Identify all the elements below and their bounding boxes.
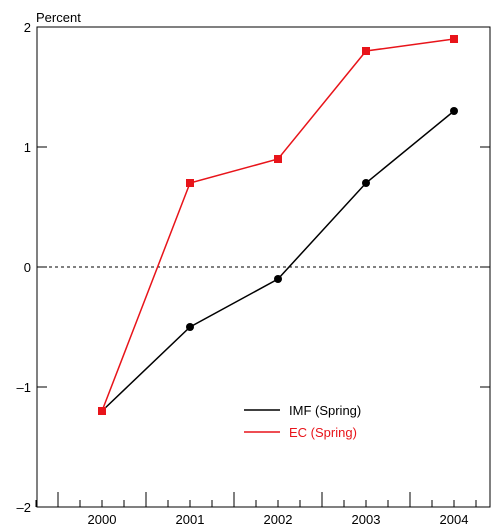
x-tick-label: 2002 [264, 512, 293, 527]
data-point-1 [274, 155, 282, 163]
series-line-1 [101, 38, 455, 412]
data-point-0 [362, 179, 370, 187]
y-tick-label: –1 [17, 380, 31, 395]
series-lines [98, 35, 458, 415]
y-axis-label: Percent [36, 10, 81, 25]
y-tick-label: 0 [24, 260, 31, 275]
y-tick-label: –2 [17, 500, 31, 515]
x-tick-label: 2003 [352, 512, 381, 527]
data-point-1 [186, 179, 194, 187]
plot-frame [36, 26, 491, 508]
axis-ticks: –2 –1 0 1 2 2000 2001 2002 2003 2004 [17, 20, 490, 527]
legend: IMF (Spring) EC (Spring) [244, 403, 361, 440]
data-point-0 [274, 275, 282, 283]
data-point-1 [98, 407, 106, 415]
y-tick-label: 2 [24, 20, 31, 35]
data-point-1 [362, 47, 370, 55]
y-tick-label: 1 [24, 140, 31, 155]
x-tick-label: 2001 [176, 512, 205, 527]
data-point-0 [450, 107, 458, 115]
x-tick-label: 2004 [440, 512, 469, 527]
data-point-1 [450, 35, 458, 43]
legend-label-1: EC (Spring) [289, 425, 357, 440]
data-point-0 [186, 323, 194, 331]
x-tick-label: 2000 [88, 512, 117, 527]
legend-label-0: IMF (Spring) [289, 403, 361, 418]
